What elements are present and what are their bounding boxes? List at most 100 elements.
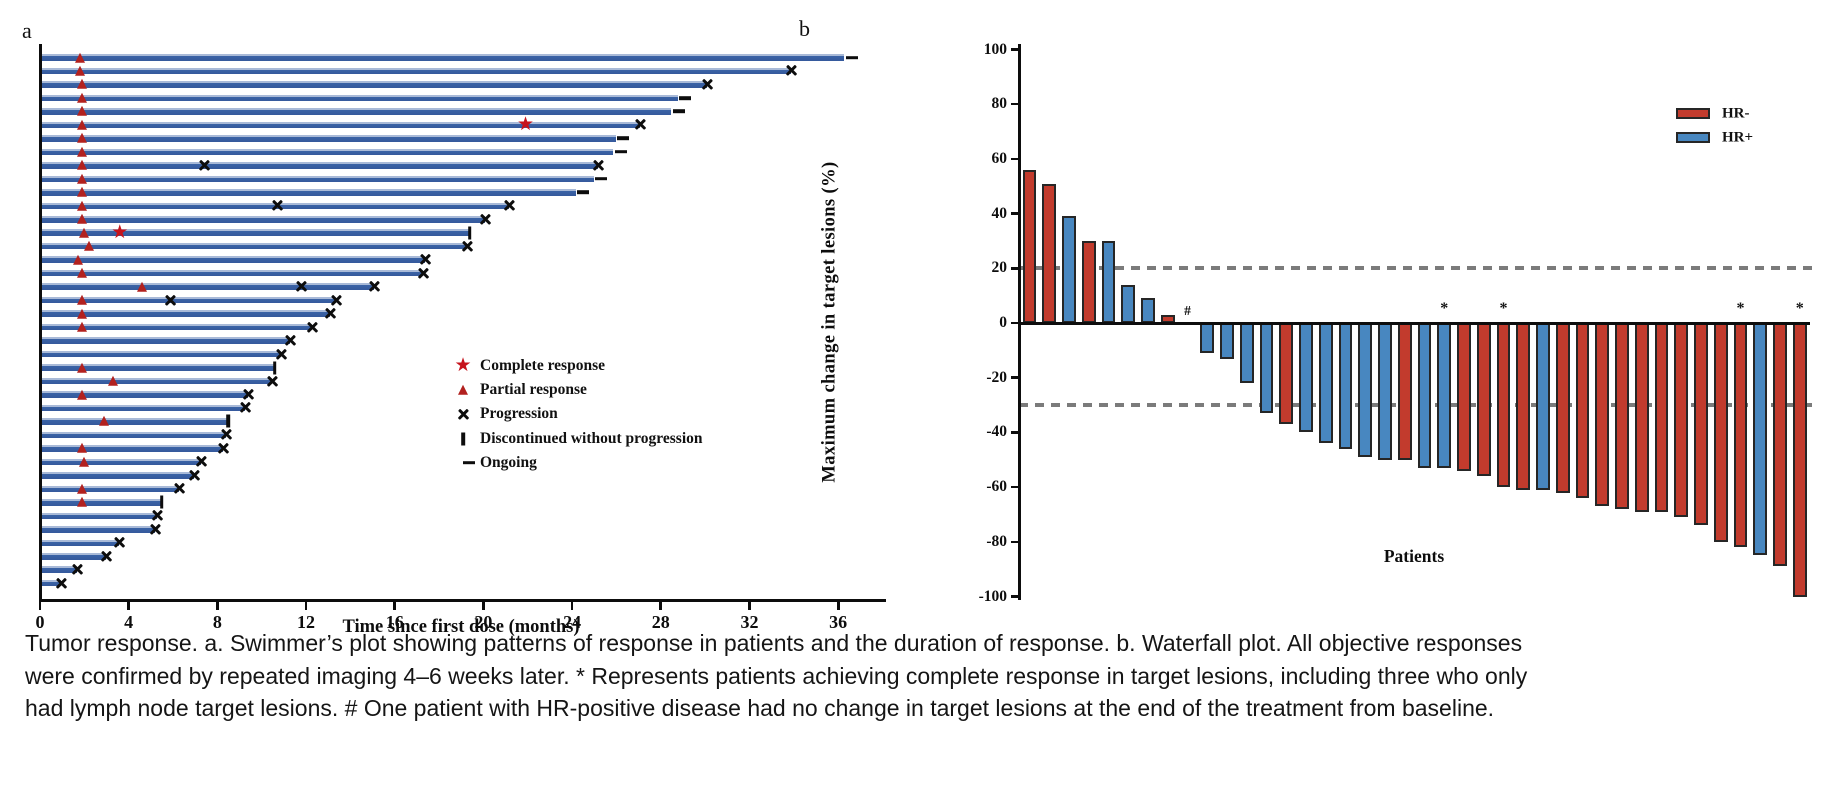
waterfall-bar	[1239, 323, 1254, 384]
legend-item: ★ Complete response	[450, 353, 750, 376]
y-tick-label: 20	[991, 259, 1008, 277]
swimmer-bar	[41, 499, 162, 506]
swimmer-bar	[41, 579, 62, 587]
waterfall-y-axis-title: Maximum change in target lesions (%)	[819, 161, 840, 483]
waterfall-baseline	[1019, 321, 1810, 325]
legend-item-label: Partial response	[480, 381, 587, 399]
partial-response-triangle-icon	[72, 254, 83, 265]
progression-x-icon	[243, 389, 254, 400]
progression-x-icon	[702, 79, 713, 90]
legend-item: Progression	[450, 404, 750, 424]
legend-dash-icon	[463, 461, 475, 465]
y-tick-label: 100	[983, 40, 1007, 58]
waterfall-bar	[1634, 323, 1649, 512]
swimmer-bar	[41, 337, 290, 344]
x-tick-label: 16	[385, 612, 404, 632]
progression-x-icon	[267, 376, 278, 387]
y-tick	[1011, 212, 1019, 215]
progression-x-icon	[325, 308, 336, 319]
ongoing-dash-icon	[845, 55, 858, 60]
partial-response-triangle-icon	[83, 241, 94, 252]
progression-x-icon	[418, 268, 429, 279]
waterfall-bar	[1022, 169, 1037, 323]
swimmer-bar	[41, 445, 224, 452]
swimmer-bar	[41, 472, 195, 479]
waterfall-bar	[1121, 284, 1136, 323]
progression-x-icon	[462, 241, 473, 252]
waterfall-bar	[1062, 216, 1076, 323]
progression-x-icon	[196, 456, 207, 467]
waterfall-bar	[1713, 323, 1728, 542]
swimmer-bar	[41, 189, 576, 196]
y-tick	[1011, 540, 1019, 544]
progression-x-icon	[221, 429, 232, 440]
partial-response-triangle-icon	[77, 497, 88, 508]
swimmer-bar	[41, 512, 157, 520]
waterfall-bar	[1694, 323, 1708, 526]
progression-x-icon	[276, 349, 287, 360]
x-tick	[393, 601, 397, 610]
progression-x-icon	[420, 254, 431, 265]
legend-vbar-icon	[461, 432, 465, 446]
partial-response-triangle-icon	[77, 443, 88, 454]
x-tick	[570, 601, 574, 610]
waterfall-bar	[1733, 323, 1748, 548]
legend-item-label: Discontinued without progression	[480, 429, 703, 447]
swimmer-bar	[41, 350, 281, 358]
swimmer-bar	[41, 404, 246, 412]
partial-response-triangle-icon	[77, 160, 88, 171]
x-tick-label: 28	[651, 612, 670, 632]
waterfall-bar	[1220, 323, 1234, 359]
swimmer-bar	[41, 485, 179, 493]
legend-item-label: Complete response	[480, 357, 605, 374]
progression-x-icon	[165, 295, 176, 306]
waterfall-bar	[1595, 323, 1610, 507]
y-tick	[1011, 595, 1019, 598]
waterfall-bar	[1476, 323, 1491, 477]
legend-item-label: HR-	[1722, 105, 1750, 122]
progression-x-icon	[56, 578, 67, 589]
partial-response-triangle-icon	[79, 456, 90, 467]
partial-response-triangle-icon	[136, 281, 147, 292]
ongoing-dash-icon	[577, 190, 590, 195]
waterfall-bar	[1496, 323, 1511, 488]
waterfall-bar	[1536, 323, 1550, 490]
complete-response-asterisk: *	[1795, 300, 1804, 317]
legend-triangle-icon	[458, 384, 468, 395]
progression-x-icon	[114, 537, 125, 548]
progression-x-icon	[593, 160, 604, 171]
progression-x-icon	[296, 281, 307, 292]
complete-response-asterisk: *	[1499, 300, 1508, 317]
x-tick	[748, 601, 751, 610]
waterfall-bar	[1575, 323, 1590, 499]
legend-swatch-hr-negative	[1676, 108, 1710, 119]
swimmer-bar	[41, 67, 791, 75]
panel-b-label: b	[799, 16, 810, 41]
waterfall-bar	[1378, 323, 1392, 460]
progression-x-icon	[307, 322, 318, 333]
partial-response-triangle-icon	[77, 79, 88, 90]
swimmer-bar	[41, 242, 468, 250]
legend-star-icon: ★	[454, 353, 472, 376]
x-tick	[38, 601, 42, 610]
y-tick-label: 60	[991, 149, 1008, 167]
progression-x-icon	[635, 119, 646, 130]
progression-x-icon	[174, 483, 185, 494]
x-tick-label: 0	[35, 612, 45, 632]
legend-item: Ongoing	[450, 453, 750, 473]
discontinued-bar-icon	[468, 226, 472, 240]
partial-response-triangle-icon	[77, 146, 88, 157]
waterfall-bar	[1417, 323, 1432, 468]
swimmer-bar	[41, 175, 594, 183]
swimmer-bar	[41, 81, 707, 88]
swimmer-bar	[41, 364, 275, 371]
legend-item-label: Ongoing	[480, 453, 537, 471]
legend-item: Partial response	[450, 380, 750, 400]
figure-caption: Tumor response. a. Swimmer’s plot showin…	[25, 630, 1528, 721]
y-tick	[1011, 102, 1019, 106]
waterfall-bar	[1555, 323, 1570, 493]
x-tick	[836, 601, 840, 610]
progression-x-icon	[369, 281, 380, 292]
partial-response-triangle-icon	[77, 483, 88, 494]
partial-response-triangle-icon	[77, 133, 88, 144]
